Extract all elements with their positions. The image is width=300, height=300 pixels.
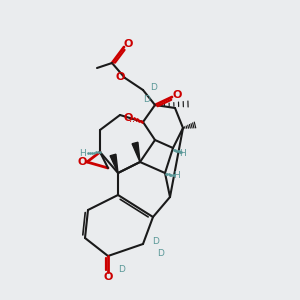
Text: H: H [79, 149, 86, 158]
Polygon shape [132, 142, 140, 162]
Text: H: H [172, 170, 179, 179]
Text: O: O [77, 157, 87, 167]
Text: D: D [153, 238, 159, 247]
Text: D: D [144, 95, 150, 104]
Text: O: O [115, 72, 125, 82]
Text: ...: ... [128, 114, 137, 124]
Text: D: D [118, 266, 125, 274]
Text: O: O [103, 272, 113, 282]
Text: O: O [172, 90, 182, 100]
Text: D: D [151, 83, 158, 92]
Text: O: O [123, 39, 133, 49]
Text: D: D [158, 248, 164, 257]
Polygon shape [110, 154, 118, 173]
Text: O: O [123, 113, 133, 123]
Text: H: H [180, 148, 186, 158]
